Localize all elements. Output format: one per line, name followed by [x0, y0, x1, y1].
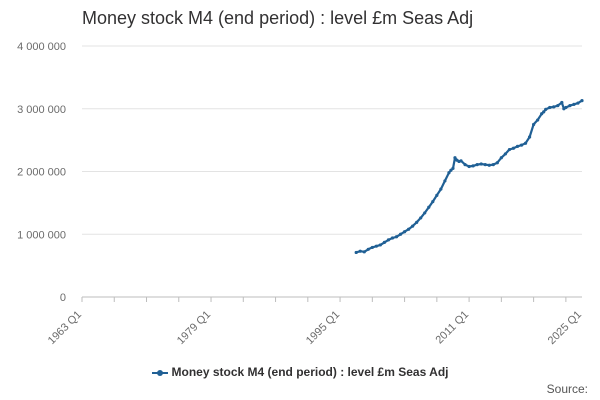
data-point — [560, 100, 564, 105]
data-point — [358, 249, 362, 253]
data-point — [499, 156, 503, 160]
data-point — [374, 244, 378, 248]
data-point — [471, 164, 475, 168]
x-tick-label: 2011 Q1 — [433, 309, 471, 347]
data-point — [475, 162, 479, 167]
data-point — [354, 250, 358, 255]
data-point — [515, 144, 520, 148]
data-point — [467, 164, 471, 169]
chart-plot: 0 1 000 000 2 000 000 3 000 000 4 000 000 19… — [17, 41, 584, 347]
x-tick-label: 1995 Q1 — [304, 309, 342, 347]
y-tick-label: 3 000 000 — [17, 104, 66, 116]
data-point — [580, 98, 584, 103]
data-point — [542, 110, 546, 114]
series-line — [355, 99, 583, 254]
data-point — [495, 161, 499, 165]
data-point — [435, 193, 439, 197]
y-axis: 0 1 000 000 2 000 000 3 000 000 4 000 000 — [17, 41, 66, 304]
data-point — [427, 205, 431, 209]
data-point — [447, 171, 451, 175]
data-point — [548, 105, 552, 110]
data-point — [479, 162, 483, 166]
data-point — [552, 105, 556, 109]
data-point — [362, 250, 366, 254]
data-point — [540, 112, 544, 116]
legend[interactable]: Money stock M4 (end period) : level £m S… — [0, 365, 600, 379]
data-point — [431, 200, 435, 204]
data-point — [423, 211, 427, 215]
data-point — [576, 101, 580, 105]
x-axis: 1963 Q1 1979 Q1 1995 Q1 2011 Q1 2025 Q1 — [46, 296, 584, 347]
data-point — [402, 230, 407, 234]
series-layer — [354, 98, 584, 255]
y-tick-label: 0 — [60, 292, 66, 304]
data-point — [523, 141, 528, 145]
data-point — [451, 166, 455, 170]
data-point — [487, 163, 491, 167]
data-point — [511, 146, 516, 150]
data-point — [390, 236, 395, 240]
data-point — [463, 162, 467, 167]
data-point — [503, 152, 507, 156]
legend-label: Money stock M4 (end period) : level £m S… — [171, 365, 449, 379]
data-point — [544, 107, 548, 111]
data-point — [453, 156, 457, 160]
data-point — [443, 179, 447, 183]
data-point — [572, 102, 576, 106]
data-point — [449, 168, 453, 172]
y-tick-label: 2 000 000 — [17, 167, 66, 179]
data-point — [491, 162, 495, 167]
data-point — [507, 147, 512, 152]
data-point — [407, 227, 411, 231]
x-tick-label: 2025 Q1 — [546, 309, 584, 347]
data-point — [415, 220, 419, 224]
data-point — [459, 159, 463, 163]
data-point — [411, 224, 415, 228]
x-tick-label: 1963 Q1 — [46, 309, 84, 347]
data-point — [532, 122, 536, 127]
data-point — [527, 135, 532, 139]
data-point — [378, 243, 382, 247]
x-tick-label: 1979 Q1 — [175, 309, 213, 347]
data-point — [439, 187, 443, 191]
data-point — [398, 232, 403, 236]
data-point — [568, 104, 572, 108]
y-tick-label: 1 000 000 — [17, 229, 66, 241]
data-point — [536, 118, 540, 122]
data-point — [419, 216, 423, 220]
source-label: Source: — [546, 382, 588, 396]
data-point — [370, 245, 374, 250]
data-point — [564, 105, 568, 110]
data-point — [366, 247, 370, 251]
y-tick-label: 4 000 000 — [17, 41, 66, 53]
data-point — [483, 162, 487, 167]
chart-title: Money stock M4 (end period) : level £m S… — [82, 8, 474, 28]
data-point — [386, 238, 391, 242]
data-point — [382, 240, 387, 245]
legend-swatch — [151, 369, 168, 376]
data-point — [519, 143, 524, 147]
data-point — [394, 235, 399, 239]
gridlines — [82, 45, 582, 235]
data-point — [556, 104, 560, 108]
